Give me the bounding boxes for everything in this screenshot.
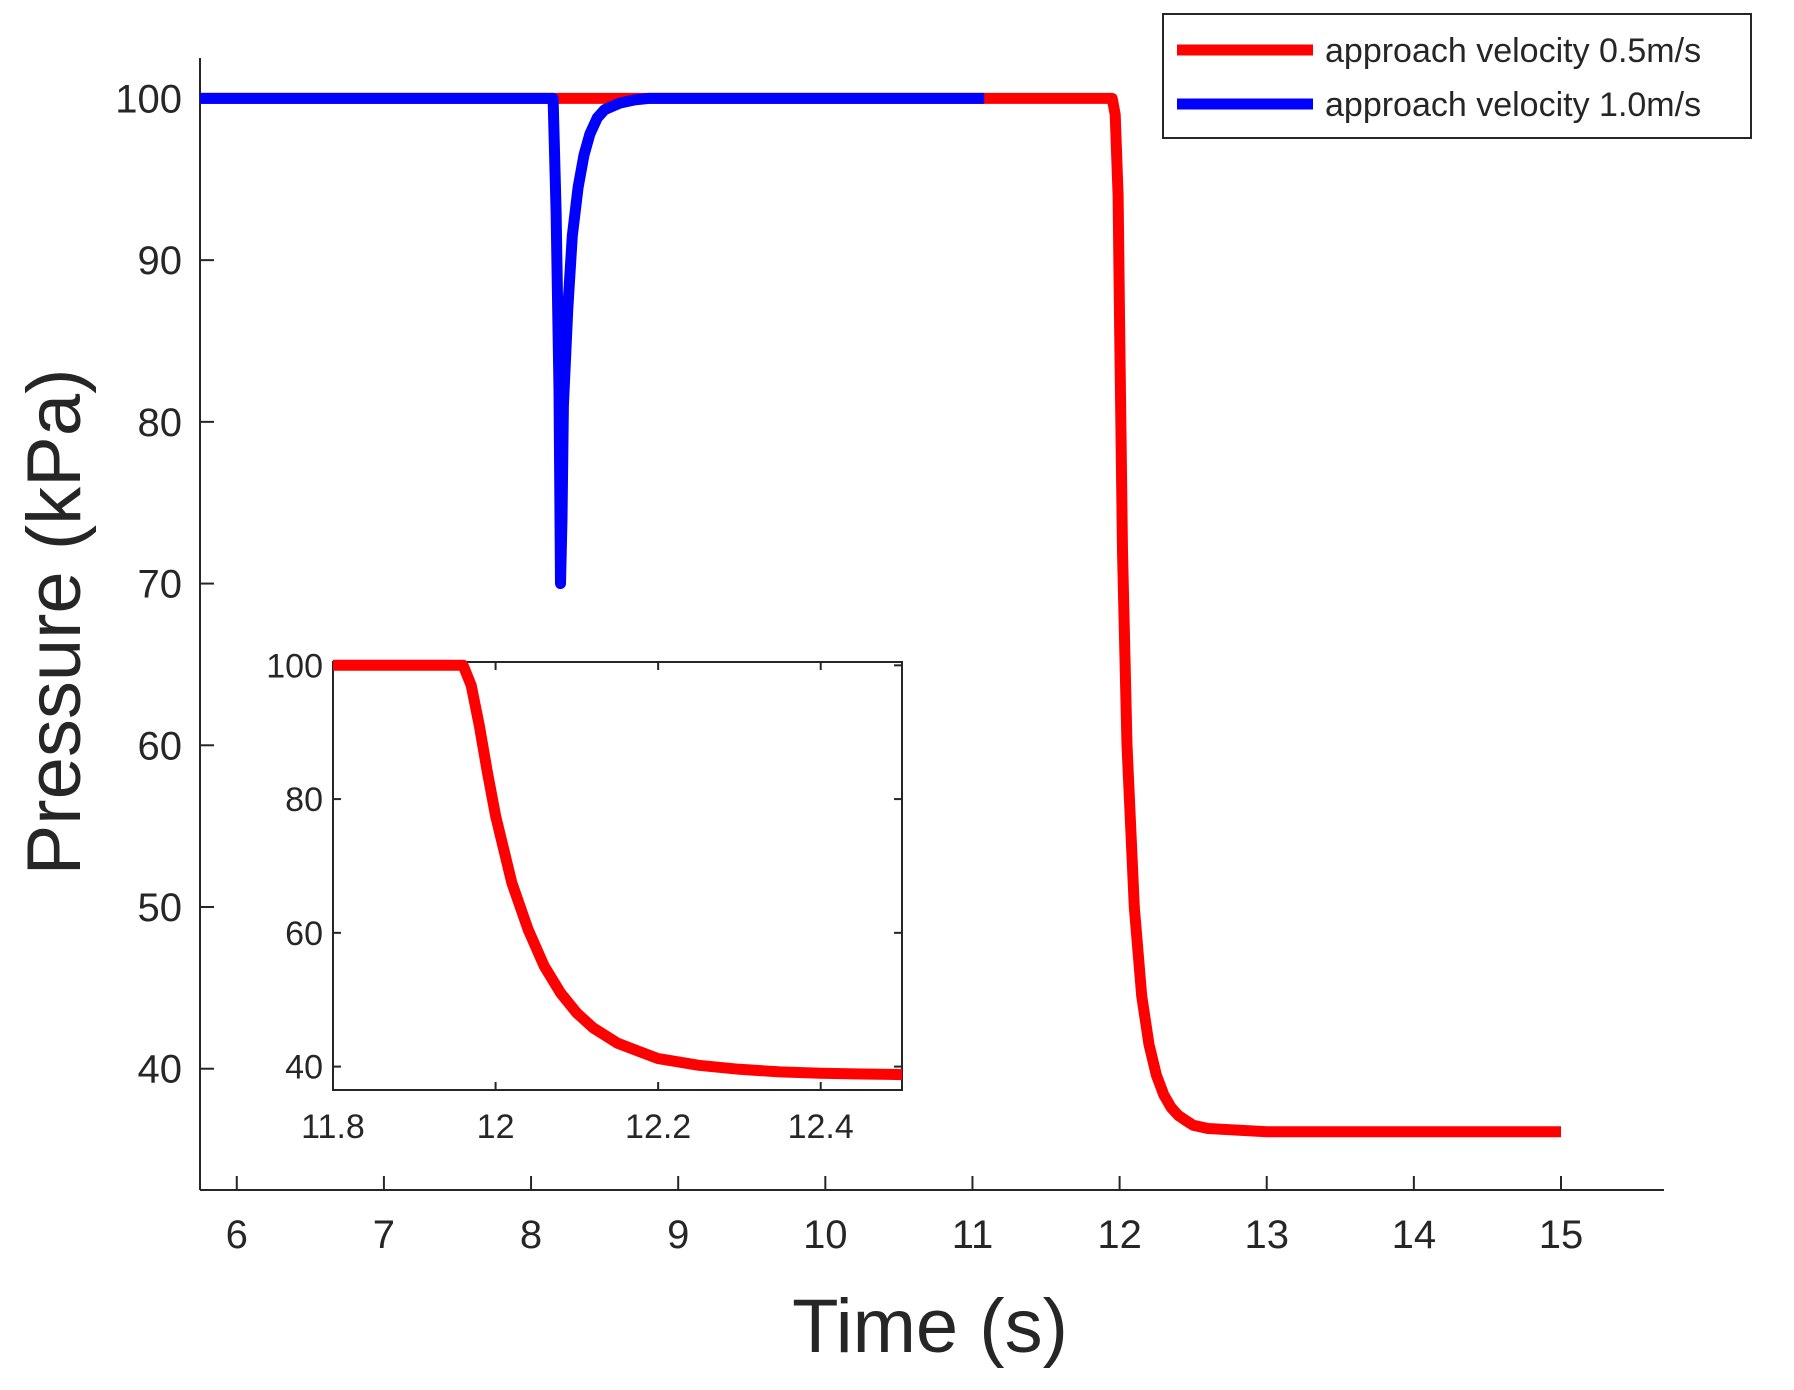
main-series-line-velocity-0-5 bbox=[200, 92, 1561, 1138]
main-x-tick-label: 13 bbox=[1244, 1213, 1289, 1257]
main-x-tick-label: 7 bbox=[373, 1213, 395, 1257]
legend-label: approach velocity 0.5m/s bbox=[1325, 32, 1701, 70]
main-y-tick-label: 60 bbox=[138, 724, 183, 768]
inset-y-tick-label: 60 bbox=[285, 915, 323, 953]
main-y-tick-label: 50 bbox=[138, 886, 183, 930]
inset-x-tick-label: 11.8 bbox=[301, 1108, 365, 1146]
main-axes: 6 7 8 9 10 11 12 13 14 15 40 50 60 70 80 90 100 bbox=[115, 58, 1664, 1257]
inset-y-tick-label: 100 bbox=[266, 647, 323, 685]
inset-x-tick-label: 12.4 bbox=[788, 1108, 854, 1146]
main-y-tick-label: 100 bbox=[115, 77, 182, 121]
legend-label: approach velocity 1.0m/s bbox=[1325, 86, 1701, 124]
main-x-tick-label: 6 bbox=[226, 1213, 248, 1257]
inset-series-line-velocity-0-5 bbox=[333, 659, 903, 1081]
inset-frame bbox=[332, 661, 903, 1091]
main-y-tick-label: 80 bbox=[138, 401, 183, 445]
inset-y-tick-label: 80 bbox=[285, 781, 323, 819]
inset-x-tick-label: 12 bbox=[477, 1108, 515, 1146]
legend: approach velocity 0.5m/s approach velocit… bbox=[1162, 13, 1752, 139]
main-x-tick-label: 9 bbox=[667, 1213, 689, 1257]
main-series bbox=[200, 92, 1561, 1138]
inset-panel: 11.8 12 12.2 12.4 40 60 80 100 bbox=[266, 647, 903, 1146]
main-x-tick-label: 8 bbox=[520, 1213, 542, 1257]
main-x-tick-label: 14 bbox=[1392, 1213, 1437, 1257]
x-axis-title: Time (s) bbox=[792, 1284, 1068, 1369]
main-x-tick-label: 11 bbox=[952, 1213, 994, 1257]
main-x-tick-label: 15 bbox=[1539, 1213, 1584, 1257]
main-y-tick-label: 90 bbox=[138, 239, 183, 283]
main-x-tick-label: 10 bbox=[803, 1213, 848, 1257]
main-series-line-velocity-1-0 bbox=[200, 92, 985, 590]
main-y-tick-label: 40 bbox=[138, 1048, 183, 1092]
main-x-tick-label: 12 bbox=[1097, 1213, 1142, 1257]
main-y-tick-label: 70 bbox=[138, 563, 183, 607]
y-axis-title: Pressure (kPa) bbox=[12, 369, 97, 876]
legend-box bbox=[1162, 13, 1752, 139]
inset-y-tick-label: 40 bbox=[285, 1049, 323, 1087]
inset-x-tick-label: 12.2 bbox=[625, 1108, 691, 1146]
